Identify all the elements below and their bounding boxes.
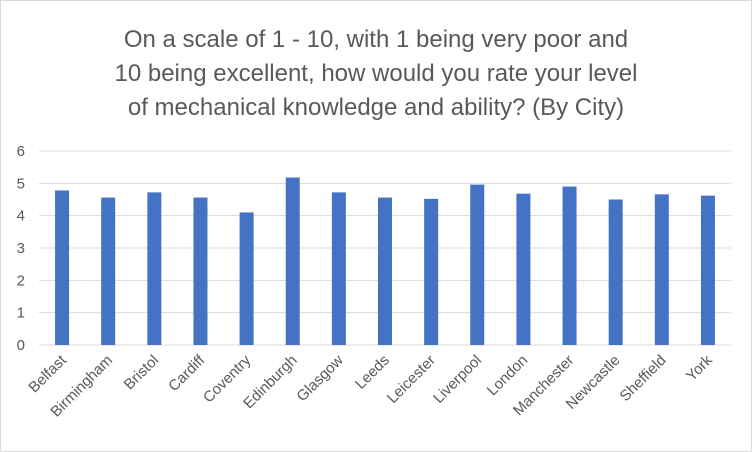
bar-manchester [562, 186, 577, 345]
x-tick-label: Bristol [121, 352, 162, 393]
x-tick-label: Cardiff [165, 351, 209, 395]
y-tick-label: 6 [17, 143, 25, 160]
bar-leicester [424, 198, 439, 345]
x-tick-label: Leicester [384, 352, 439, 407]
y-tick-label: 2 [17, 272, 25, 289]
chart-title-line-2: 10 being excellent, how would you rate y… [114, 60, 638, 87]
bar-sheffield [654, 194, 669, 345]
chart-title-line-1: On a scale of 1 - 10, with 1 being very … [123, 26, 629, 53]
bar-london [516, 193, 531, 345]
x-tick-label: Belfast [25, 351, 70, 396]
bar-coventry [239, 212, 254, 345]
bar-york [700, 195, 715, 345]
bar-liverpool [470, 184, 485, 345]
bar-belfast [55, 190, 70, 345]
x-tick-label: York [683, 351, 716, 384]
bar-edinburgh [285, 177, 300, 345]
y-tick-label: 5 [17, 175, 25, 192]
y-tick-label: 3 [17, 240, 25, 257]
x-tick-label: Liverpool [430, 352, 485, 407]
y-tick-label: 0 [17, 337, 25, 354]
bar-birmingham [101, 197, 116, 345]
chart-title-line-3: of mechanical knowledge and ability? (By… [127, 94, 625, 121]
bar-cardiff [193, 197, 208, 345]
bar-newcastle [608, 199, 623, 345]
x-tick-label: Sheffield [617, 352, 670, 405]
chart-title: On a scale of 1 - 10, with 1 being very … [1, 23, 751, 125]
x-tick-label: Leeds [352, 352, 393, 393]
bar-leeds [378, 197, 392, 345]
bar-bristol [147, 192, 162, 345]
bar-glasgow [331, 192, 346, 345]
y-tick-label: 4 [17, 208, 25, 225]
x-tick-label: Glasgow [293, 352, 346, 405]
y-tick-label: 1 [17, 305, 25, 322]
